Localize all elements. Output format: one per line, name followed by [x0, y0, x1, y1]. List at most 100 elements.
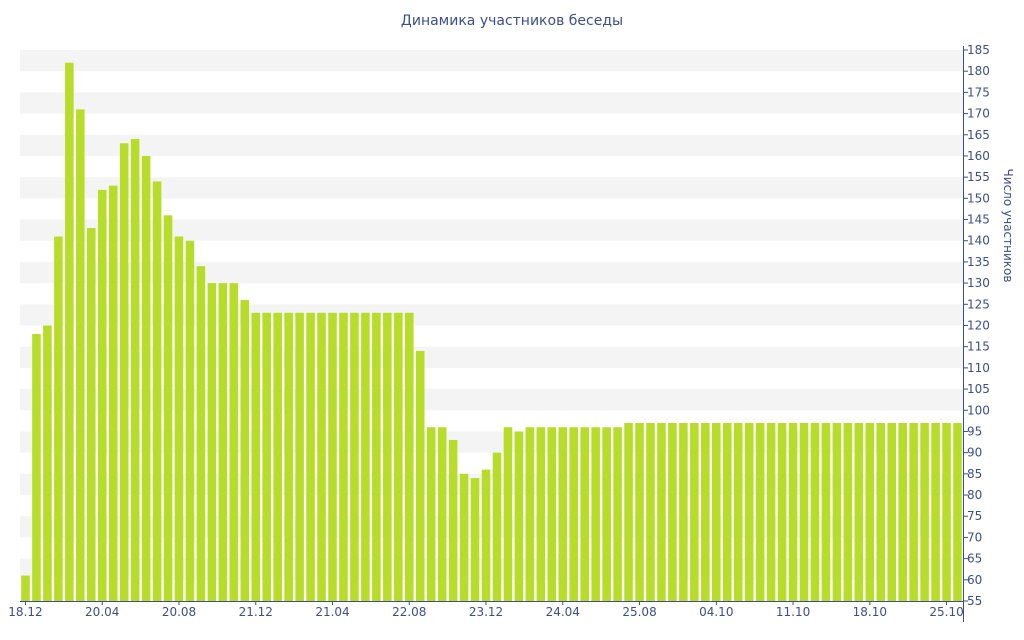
y-tick-label: 95	[967, 424, 982, 438]
bar	[580, 427, 589, 601]
y-axis-label: Число участников	[1001, 169, 1015, 283]
bar	[953, 422, 962, 601]
bar	[492, 452, 502, 601]
y-tick-label: 80	[967, 488, 982, 502]
bar	[920, 422, 929, 601]
bar	[470, 478, 480, 601]
y-tick-label: 175	[967, 85, 990, 99]
bar	[679, 422, 688, 601]
bar	[306, 312, 315, 601]
grid-band	[20, 177, 963, 199]
y-tick-label: 170	[967, 107, 990, 121]
grid-band	[20, 516, 963, 538]
bar	[865, 422, 875, 601]
bar	[799, 422, 809, 601]
x-tick-label: 25.10	[929, 605, 963, 619]
bar	[931, 422, 940, 601]
y-tick-label: 165	[967, 128, 990, 142]
bar	[887, 422, 897, 601]
bar	[415, 350, 425, 601]
grid-band	[20, 389, 963, 411]
bar	[525, 427, 535, 601]
bar	[459, 473, 469, 601]
y-tick-labels: 55 60 65 70 75 80 85 90 95 100 105 110 115 120 125 130 1…	[963, 43, 990, 608]
bar	[262, 312, 271, 601]
bar	[547, 427, 557, 601]
bar	[942, 422, 951, 601]
y-tick-label: 135	[967, 255, 990, 269]
bar	[569, 427, 579, 601]
y-tick-label: 55	[967, 594, 982, 608]
x-tick-label: 24.04	[546, 605, 580, 619]
bar	[404, 312, 414, 601]
bar	[690, 422, 699, 601]
bar	[251, 312, 261, 601]
bar	[229, 283, 239, 601]
bar	[130, 139, 140, 601]
bar	[163, 215, 173, 602]
bar	[766, 422, 776, 601]
x-tick-label: 18.10	[853, 605, 887, 619]
bar	[32, 333, 41, 601]
bar	[97, 189, 107, 601]
x-tick-label: 04.10	[699, 605, 733, 619]
y-tick-label: 105	[967, 382, 990, 396]
bar	[394, 312, 403, 601]
bar	[624, 422, 633, 601]
bar	[350, 312, 359, 601]
bar	[832, 422, 842, 601]
bar	[437, 427, 447, 601]
y-tick-label: 120	[967, 319, 990, 333]
y-tick-label: 90	[967, 446, 982, 460]
y-tick-label: 110	[967, 361, 990, 375]
bar	[712, 422, 721, 601]
bar	[613, 427, 622, 601]
y-tick-label: 140	[967, 234, 990, 248]
y-tick-label: 160	[967, 149, 990, 163]
x-tick-label: 21.12	[239, 605, 273, 619]
bar	[788, 422, 798, 601]
y-tick-label: 155	[967, 170, 990, 184]
bar	[635, 422, 644, 601]
y-tick-label: 185	[967, 43, 990, 57]
grid-band	[20, 346, 963, 368]
bar	[328, 312, 337, 601]
bar	[657, 422, 666, 601]
bar	[372, 312, 381, 601]
bar	[196, 266, 206, 601]
bar	[21, 575, 30, 601]
bar	[119, 143, 129, 601]
x-tick-label: 21.04	[315, 605, 349, 619]
x-tick-labels: 18.12 20.04 20.08 21.12 21.04 22.08 23.12 24.04…	[8, 601, 964, 619]
bar	[65, 62, 74, 601]
bar	[108, 185, 118, 601]
bar	[240, 300, 250, 601]
bar	[646, 422, 655, 601]
bar	[295, 312, 304, 601]
bar	[591, 427, 600, 601]
x-tick-label: 20.04	[85, 605, 119, 619]
y-tick-label: 65	[967, 552, 982, 566]
grid-band	[20, 50, 963, 72]
x-tick-label: 11.10	[776, 605, 810, 619]
grid-band	[20, 473, 963, 496]
bar	[481, 469, 491, 601]
bar	[426, 427, 436, 601]
y-tick-label: 85	[967, 467, 982, 481]
grid-band	[20, 219, 963, 241]
y-tick-label: 180	[967, 64, 990, 78]
bar	[317, 312, 326, 601]
y-tick-label: 130	[967, 276, 990, 290]
bar	[843, 422, 853, 601]
bar	[207, 283, 217, 601]
bar	[339, 312, 348, 601]
bar	[733, 422, 743, 601]
bar	[448, 439, 458, 601]
bar	[361, 312, 370, 601]
y-tick-label: 150	[967, 191, 990, 205]
x-tick-label: 25.08	[622, 605, 656, 619]
x-tick-label: 22.08	[392, 605, 426, 619]
bar	[744, 422, 754, 601]
y-tick-label: 75	[967, 509, 982, 523]
